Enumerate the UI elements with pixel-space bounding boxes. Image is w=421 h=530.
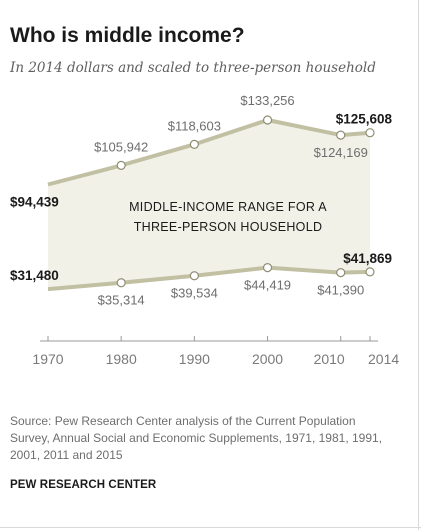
band-label-line-2: THREE-PERSON HOUSEHOLD bbox=[134, 220, 323, 234]
lower-point-2014 bbox=[365, 267, 375, 277]
chart-title: Who is middle income? bbox=[10, 24, 245, 47]
frame-border-right bbox=[418, 0, 419, 530]
lower-value-label-1970: $31,480 bbox=[10, 268, 59, 283]
source-note: Source: Pew Research Center analysis of … bbox=[10, 414, 383, 462]
middle-income-chart: $94,439 $105,942 $118,603 $133,256 $124,169 $… bbox=[10, 93, 399, 367]
chart-subtitle: In 2014 dollars and scaled to three-pers… bbox=[10, 60, 376, 76]
upper-value-label-2000: $133,256 bbox=[240, 93, 294, 108]
lower-value-label-2000: $44,419 bbox=[244, 278, 291, 293]
x-tick-label-1970: 1970 bbox=[32, 351, 63, 367]
upper-value-label-1990: $118,603 bbox=[168, 118, 221, 133]
x-tick-label-2010: 2010 bbox=[314, 351, 345, 367]
upper-value-label-2014: $125,608 bbox=[336, 112, 393, 127]
middle-income-band bbox=[48, 120, 370, 290]
x-tick-label-1980: 1980 bbox=[106, 351, 137, 367]
lower-point-2000 bbox=[262, 263, 273, 273]
x-tick-label-2000: 2000 bbox=[252, 351, 283, 367]
upper-point-1980 bbox=[116, 160, 126, 170]
upper-value-label-1970: $94,439 bbox=[10, 195, 59, 210]
upper-point-2010 bbox=[336, 130, 346, 140]
lower-bound-line bbox=[47, 265, 371, 292]
lower-value-label-1990: $39,534 bbox=[171, 286, 218, 301]
frame-border-bottom bbox=[0, 527, 421, 528]
upper-point-2000 bbox=[262, 115, 273, 125]
upper-bound-line bbox=[47, 118, 371, 187]
lower-value-label-2014: $41,869 bbox=[343, 251, 392, 266]
credit-line: PEW RESEARCH CENTER bbox=[10, 479, 157, 491]
upper-point-1990 bbox=[189, 139, 199, 149]
lower-value-label-1980: $35,314 bbox=[98, 293, 145, 308]
lower-point-2010 bbox=[336, 268, 346, 278]
lower-value-label-2010: $41,390 bbox=[317, 283, 364, 298]
lower-point-1990 bbox=[189, 271, 199, 281]
band-label-line-1: MIDDLE-INCOME RANGE FOR A bbox=[129, 200, 327, 214]
x-tick-label-1990: 1990 bbox=[179, 351, 210, 367]
upper-value-label-1980: $105,942 bbox=[94, 139, 148, 154]
upper-value-label-2010: $124,169 bbox=[314, 145, 368, 160]
lower-point-1980 bbox=[116, 278, 126, 288]
x-tick-label-2014: 2014 bbox=[368, 351, 399, 367]
upper-point-2014 bbox=[365, 128, 375, 138]
